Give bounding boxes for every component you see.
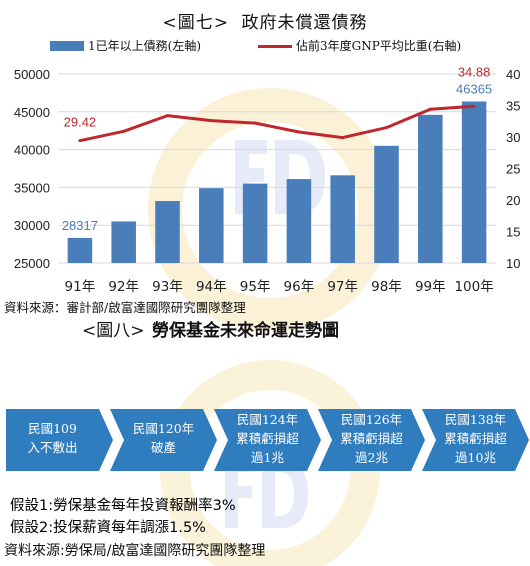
x-tick-label: 92年 (108, 279, 139, 295)
figure8-caption: <圖八> (82, 321, 145, 341)
line-point (472, 104, 476, 108)
timeline-step-text: 民國120年 (133, 421, 194, 436)
figure8-heading: <圖八> 勞保基金未來命運走勢圖 (0, 316, 530, 341)
chart-axes: 25000 30000 35000 40000 45000 50000 10 15 20 25 30… (14, 67, 521, 295)
timeline-step-text: 民國109 (28, 421, 77, 436)
y-right-tick-label: 10 (506, 256, 520, 271)
y-left-tick-label: 30000 (14, 218, 50, 233)
bar (374, 145, 399, 263)
data-label: 46365 (456, 81, 492, 96)
bar (199, 188, 224, 263)
figure8-source: 資料來源:勞保局/啟富達國際研究團隊整理 (4, 543, 266, 559)
figure7-heading: <圖七> 政府未償還債務 (0, 8, 530, 33)
timeline-step-text: 入不敷出 (27, 440, 77, 455)
chart-bars (67, 101, 487, 264)
timeline-step-text: 累積虧損超 (236, 431, 299, 446)
line-point (428, 107, 432, 111)
timeline-step (422, 409, 529, 471)
timeline-step-text: 民國126年 (341, 412, 402, 427)
timeline-step (214, 409, 321, 471)
y-left-tick-label: 25000 (14, 256, 50, 271)
x-tick-label: 100年 (454, 279, 493, 295)
figure7-title: 政府未償還債務 (241, 13, 368, 33)
assumption-1: 假設1:勞保基金每年投資報酬率3% (10, 498, 236, 514)
line-point (385, 126, 388, 130)
data-label: 28317 (62, 218, 98, 233)
timeline-step-text: 破產 (151, 440, 176, 455)
x-tick-label: 93年 (152, 279, 183, 295)
y-left-tick-label: 35000 (14, 180, 50, 195)
bar (286, 179, 312, 263)
timeline-step-text: 民國138年 (445, 412, 506, 427)
fund-timeline: 民國109入不敷出民國120年破產民國124年累積虧損超過1兆民國126年累積虧… (6, 409, 529, 471)
line-point (122, 129, 126, 133)
y-left-tick-label: 50000 (14, 67, 50, 82)
debt-chart: 28317 46365 29.42 34.88 25000 30000 35000 4000… (14, 64, 521, 295)
timeline-step-text: 過10兆 (455, 450, 496, 465)
bar (242, 183, 268, 263)
bar (67, 237, 93, 263)
chart-line (78, 104, 476, 143)
figure7-source: 資料來源：審計部/啟富達國際研究團隊整理 (4, 300, 246, 315)
timeline-step-text: 累積虧損超 (444, 431, 507, 446)
bar (330, 175, 355, 263)
x-tick-label: 99年 (415, 279, 446, 295)
y-right-tick-label: 35 (506, 99, 520, 114)
x-tick-label: 95年 (240, 279, 271, 295)
y-left-tick-label: 40000 (14, 143, 50, 158)
x-tick-label: 91年 (65, 279, 96, 295)
bar (111, 221, 136, 263)
line-point (341, 136, 345, 140)
legend-bar-swatch (50, 41, 84, 51)
y-right-tick-label: 25 (506, 162, 520, 177)
chart-legend: 1已年以上債務(左軸) 佔前3年度GNP平均比重(右軸) (0, 38, 530, 54)
line-point (78, 139, 82, 143)
x-tick-label: 94年 (196, 279, 227, 295)
line-point (253, 121, 257, 125)
data-label: 34.88 (458, 64, 491, 79)
y-right-tick-label: 30 (506, 130, 520, 145)
timeline-step-text: 過1兆 (251, 450, 284, 465)
timeline-step (6, 409, 113, 471)
legend-bar-label: 1已年以上債務(左軸) (88, 39, 201, 53)
bar (155, 201, 180, 263)
series-line (79, 104, 475, 143)
bar (461, 101, 487, 264)
figure8-title: 勞保基金未來命運走勢圖 (152, 321, 339, 341)
timeline-step-text: 過2兆 (355, 450, 388, 465)
timeline-step (110, 409, 217, 471)
data-label: 29.42 (64, 115, 97, 130)
y-right-tick-label: 15 (506, 225, 520, 240)
line-point (297, 130, 301, 134)
assumption-2: 假設2:投保薪資每年調漲1.5% (10, 520, 206, 536)
timeline-step (318, 409, 425, 471)
y-right-tick-label: 40 (506, 67, 520, 82)
chart-data-labels: 28317 46365 29.42 34.88 (62, 64, 492, 233)
legend-line-swatch (258, 45, 292, 48)
bar (418, 114, 443, 263)
x-tick-label: 98年 (371, 279, 402, 295)
timeline-step-text: 民國124年 (237, 412, 298, 427)
x-tick-label: 97年 (327, 279, 358, 295)
y-left-tick-label: 45000 (14, 105, 50, 120)
timeline-step-text: 累積虧損超 (340, 431, 403, 446)
figure7-caption: <圖七> (162, 13, 230, 33)
legend-line-label: 佔前3年度GNP平均比重(右軸) (296, 39, 462, 53)
line-point (166, 114, 169, 118)
x-tick-label: 96年 (284, 279, 315, 295)
y-right-tick-label: 20 (506, 193, 520, 208)
line-point (209, 119, 213, 123)
